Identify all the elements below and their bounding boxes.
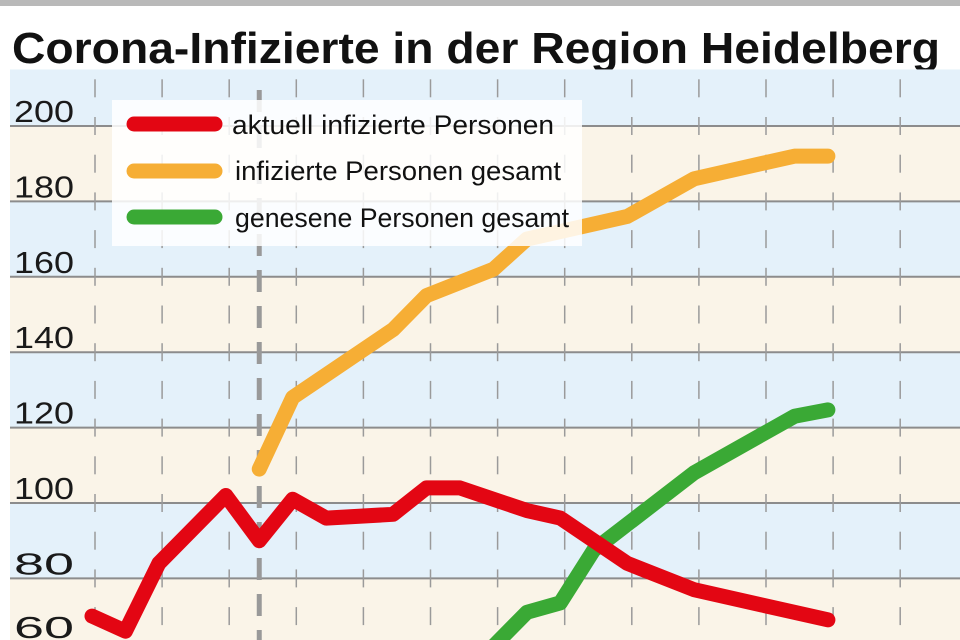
- band: [10, 276, 960, 353]
- top-bar: [0, 0, 960, 6]
- y-tick-label: 200: [14, 94, 74, 129]
- y-tick-label: 100: [14, 471, 74, 506]
- plot-background: [10, 69, 960, 640]
- band: [10, 503, 960, 579]
- legend-label: genesene Personen gesamt: [235, 203, 569, 233]
- y-tick-label: 60: [14, 610, 74, 640]
- y-tick-label: 80: [14, 546, 74, 581]
- y-tick-label: 180: [14, 169, 74, 204]
- legend-label: infizierte Personen gesamt: [235, 156, 561, 186]
- legend-label: aktuell infizierte Personen: [232, 110, 554, 140]
- y-tick-label: 160: [14, 245, 74, 280]
- y-tick-label: 120: [14, 396, 74, 431]
- y-axis: 200 180 160 140 120 100 80 60: [14, 94, 74, 640]
- series-lines: [84, 148, 836, 640]
- legend: aktuell infizierte Personen infizierte P…: [112, 100, 582, 246]
- y-tick-label: 140: [14, 320, 74, 355]
- series-line-1: [251, 148, 836, 477]
- chart-title: Corona-Infizierte in der Region Heidelbe…: [12, 24, 940, 73]
- series-line-0: [84, 480, 836, 639]
